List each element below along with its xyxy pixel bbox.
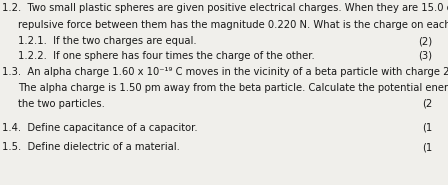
Text: 1.2.2.  If one sphere has four times the charge of the other.: 1.2.2. If one sphere has four times the … (18, 51, 315, 61)
Text: (1: (1 (422, 142, 432, 152)
Text: (3): (3) (418, 51, 432, 61)
Text: The alpha charge is 1.50 pm away from the beta particle. Calculate the potential: The alpha charge is 1.50 pm away from th… (18, 83, 448, 93)
Text: 1.4.  Define capacitance of a capacitor.: 1.4. Define capacitance of a capacitor. (2, 123, 198, 133)
Text: repulsive force between them has the magnitude 0.220 N. What is the charge on ea: repulsive force between them has the mag… (18, 20, 448, 30)
Text: 1.2.  Two small plastic spheres are given positive electrical charges. When they: 1.2. Two small plastic spheres are given… (2, 3, 448, 13)
Text: 1.2.1.  If the two charges are equal.: 1.2.1. If the two charges are equal. (18, 36, 197, 46)
Text: 1.3.  An alpha charge 1.60 x 10⁻¹⁹ C moves in the vicinity of a beta particle wi: 1.3. An alpha charge 1.60 x 10⁻¹⁹ C move… (2, 67, 448, 77)
Text: (1: (1 (422, 123, 432, 133)
Text: the two particles.: the two particles. (18, 99, 105, 109)
Text: 1.5.  Define dielectric of a material.: 1.5. Define dielectric of a material. (2, 142, 180, 152)
Text: (2): (2) (418, 36, 432, 46)
Text: (2: (2 (422, 99, 432, 109)
